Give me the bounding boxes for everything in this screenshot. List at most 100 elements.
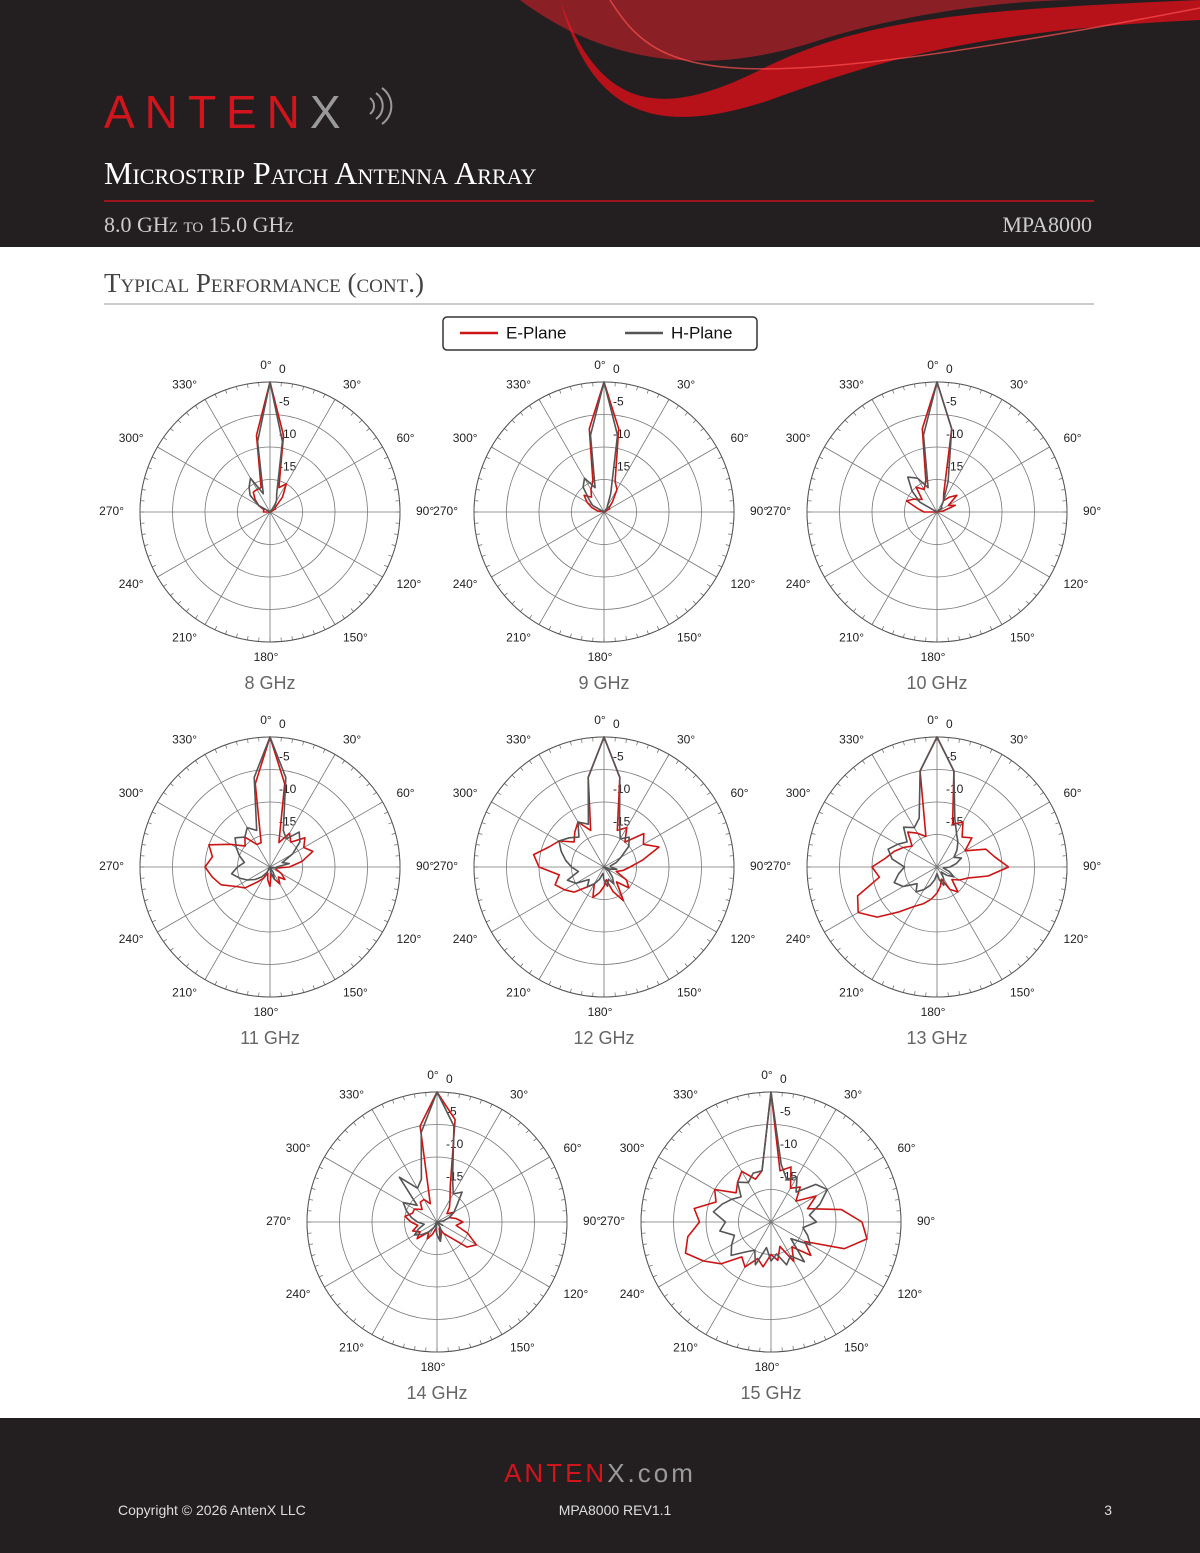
logo-brand: ANTEN xyxy=(104,86,310,138)
minor-tick xyxy=(1008,615,1012,619)
minor-tick xyxy=(1055,467,1060,470)
minor-tick xyxy=(707,437,711,441)
minor-tick xyxy=(859,1129,864,1134)
site-brand: ANTEN xyxy=(504,1458,607,1488)
minor-tick xyxy=(969,633,971,638)
minor-tick xyxy=(867,1302,871,1306)
theta-tick-label: 270° xyxy=(433,859,458,873)
minor-tick xyxy=(718,456,722,460)
theta-tick-label: 30° xyxy=(343,378,361,392)
minor-tick xyxy=(808,533,813,535)
theta-tick-label: 150° xyxy=(1010,986,1035,1000)
freq-range: 8.0 GHz to 15.0 GHz xyxy=(104,212,294,237)
theta-tick-label: 240° xyxy=(453,932,478,946)
minor-tick xyxy=(989,981,993,985)
minor-tick xyxy=(403,1096,405,1101)
theta-tick-label: 0° xyxy=(594,358,606,372)
minor-tick xyxy=(862,970,866,974)
minor-tick xyxy=(314,1177,319,1180)
grid-spoke xyxy=(603,446,717,513)
minor-tick xyxy=(844,774,849,779)
minor-tick xyxy=(726,1340,729,1345)
minor-tick xyxy=(186,412,190,416)
minor-tick xyxy=(811,478,816,480)
chart-title: 10 GHz xyxy=(906,673,967,693)
minor-tick xyxy=(1017,963,1021,967)
minor-tick xyxy=(625,991,627,996)
minor-tick xyxy=(559,744,562,749)
minor-tick xyxy=(555,1264,560,1267)
grid-spoke xyxy=(936,801,1050,868)
minor-tick xyxy=(358,774,363,779)
theta-tick-label: 180° xyxy=(755,1360,780,1374)
grid-spoke xyxy=(936,754,1003,868)
minor-tick xyxy=(504,428,508,432)
minor-tick xyxy=(989,394,993,398)
polar-chart: -15-10-500°30°60°90°120°150°180°210°240°… xyxy=(99,358,434,693)
minor-tick xyxy=(497,938,501,942)
minor-tick xyxy=(322,749,326,753)
grid-spoke xyxy=(204,399,271,513)
minor-tick xyxy=(341,405,345,409)
minor-tick xyxy=(341,615,345,619)
minor-tick xyxy=(504,592,508,596)
minor-tick xyxy=(508,1115,512,1119)
grid-spoke xyxy=(770,1109,837,1223)
grid-spoke xyxy=(324,1221,438,1288)
minor-tick xyxy=(350,963,354,967)
minor-tick xyxy=(504,947,508,951)
minor-tick xyxy=(559,985,562,990)
minor-tick xyxy=(664,1293,668,1297)
plot-border xyxy=(306,1091,568,1353)
theta-tick-label: 90° xyxy=(1083,859,1101,873)
grid-spoke xyxy=(269,399,336,513)
minor-tick xyxy=(311,1188,316,1190)
r-tick-label: -5 xyxy=(613,395,624,409)
theta-tick-label: 330° xyxy=(839,378,864,392)
minor-tick xyxy=(195,405,199,409)
minor-tick xyxy=(1025,600,1030,605)
minor-tick xyxy=(687,1318,691,1322)
minor-tick xyxy=(312,985,315,990)
minor-tick xyxy=(394,888,399,890)
minor-tick xyxy=(469,1343,471,1348)
minor-tick xyxy=(144,544,149,546)
minor-tick xyxy=(144,478,149,480)
minor-tick xyxy=(684,767,688,771)
minor-tick xyxy=(958,383,960,388)
grid-spoke xyxy=(871,754,938,868)
minor-tick xyxy=(517,1122,521,1126)
r-tick-label: -5 xyxy=(279,395,290,409)
minor-tick xyxy=(144,899,149,901)
minor-tick xyxy=(700,783,704,787)
theta-tick-label: 210° xyxy=(172,631,197,645)
minor-tick xyxy=(391,478,396,480)
minor-tick xyxy=(302,633,304,638)
minor-tick xyxy=(979,985,982,990)
theta-tick-label: 270° xyxy=(99,504,124,518)
minor-tick xyxy=(844,419,849,424)
minor-tick xyxy=(525,1129,530,1134)
minor-tick xyxy=(311,1254,316,1256)
minor-tick xyxy=(548,626,552,630)
minor-tick xyxy=(892,985,895,990)
minor-tick xyxy=(195,760,199,764)
minor-tick xyxy=(362,1325,366,1329)
grid-spoke xyxy=(824,511,938,578)
minor-tick xyxy=(728,844,733,846)
minor-tick xyxy=(692,774,697,779)
minor-tick xyxy=(653,1166,657,1170)
minor-tick xyxy=(1040,437,1044,441)
minor-tick xyxy=(969,741,971,746)
r-tick-label: 0 xyxy=(613,717,620,731)
r-tick-label: 0 xyxy=(279,717,286,731)
minor-tick xyxy=(225,389,228,394)
grid-spoke xyxy=(157,511,271,578)
minor-tick xyxy=(141,888,146,890)
theta-tick-label: 300° xyxy=(119,786,144,800)
pattern-line xyxy=(558,736,630,888)
theta-tick-label: 240° xyxy=(119,577,144,591)
theta-tick-label: 0° xyxy=(260,713,272,727)
r-tick-label: -5 xyxy=(780,1105,791,1119)
r-tick-label: 0 xyxy=(946,717,953,731)
